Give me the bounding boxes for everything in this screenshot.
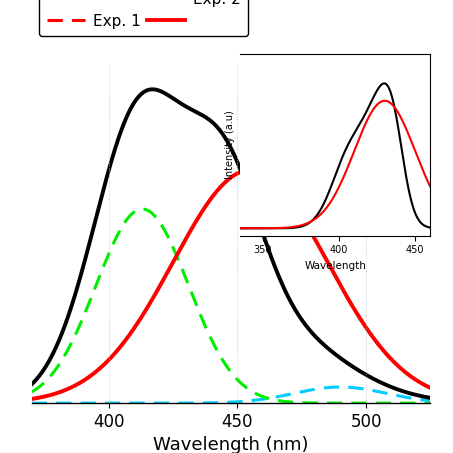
Legend: S3, , Exp. 1, , Exp. 2, : S3, , Exp. 1, , Exp. 2, (39, 0, 248, 36)
X-axis label: Wavelength: Wavelength (304, 261, 366, 271)
X-axis label: Wavelength (nm): Wavelength (nm) (153, 436, 309, 453)
Y-axis label: Intensity (a.u): Intensity (a.u) (225, 111, 235, 179)
